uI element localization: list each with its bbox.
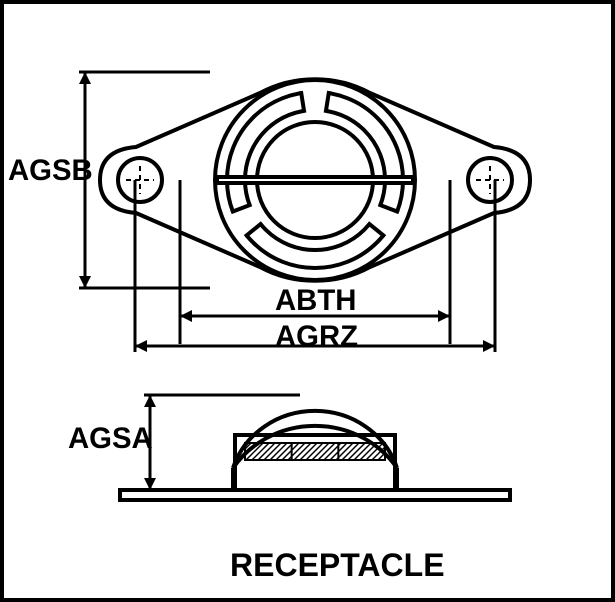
figure-title: RECEPTACLE — [230, 547, 445, 584]
dim-label-agsa: AGSA — [68, 422, 153, 456]
dim-label-agrz: AGRZ — [275, 320, 358, 354]
dim-label-abth: ABTH — [275, 284, 356, 318]
dim-label-agsb: AGSB — [8, 154, 93, 188]
